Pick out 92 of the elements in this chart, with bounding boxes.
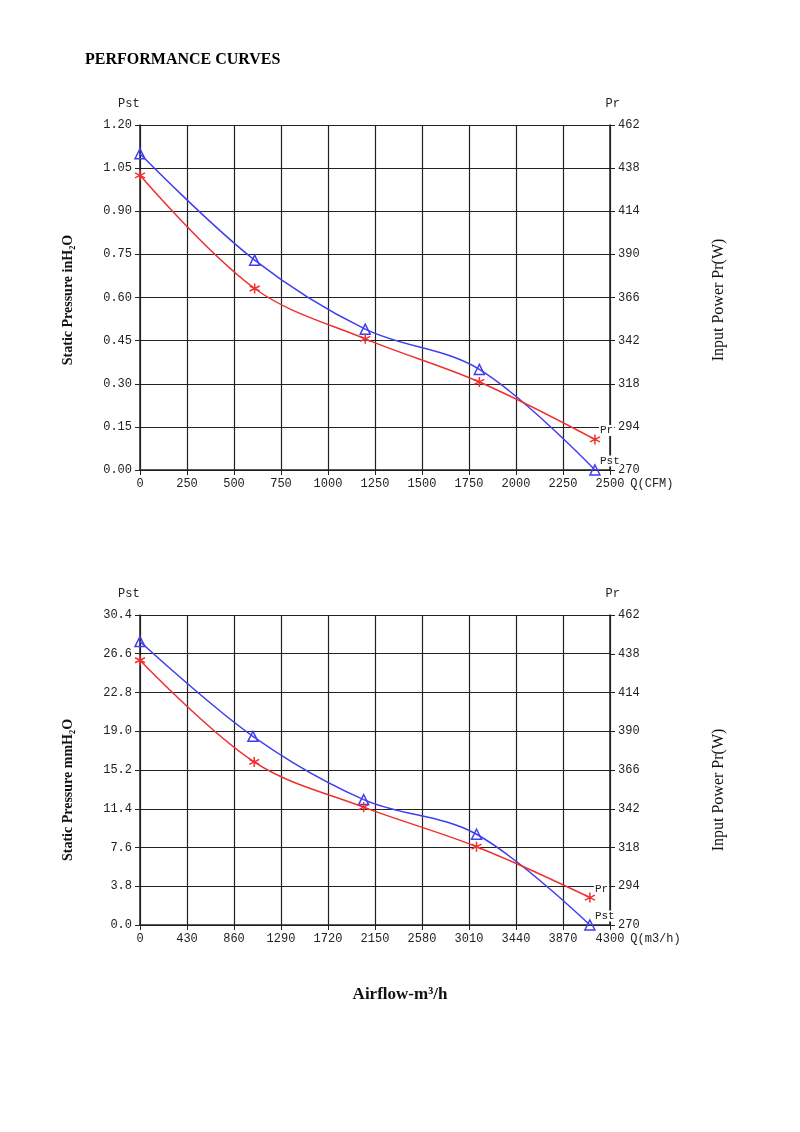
x-tick-label: 3870 <box>548 932 578 946</box>
text: Pst <box>118 97 140 111</box>
y-tick-label: 26.6 <box>103 646 132 661</box>
point <box>134 169 146 182</box>
y-tick-label: 0.75 <box>103 247 132 262</box>
point <box>584 891 596 904</box>
y2-tick-label: 414 <box>618 685 640 700</box>
y2-tick-label: 366 <box>618 763 640 777</box>
y-tick-label: 7.6 <box>110 840 132 855</box>
x-tick-label: 1500 <box>407 477 437 491</box>
x-tick-label: 3010 <box>454 932 484 946</box>
y2-tick-label: 438 <box>618 646 640 661</box>
y2-axis-title: Input Power Pr(W) <box>708 728 727 852</box>
point <box>247 730 259 743</box>
point <box>134 654 146 666</box>
x-tick-label: 3440 <box>501 932 531 946</box>
text: Airflow-m³/h <box>352 984 448 1003</box>
x-tick-label: 2000 <box>501 477 531 491</box>
x-tick-label: 1750 <box>454 477 484 491</box>
y-tick-label: 22.8 <box>103 685 132 700</box>
x-tick-label: 500 <box>223 477 245 491</box>
y2-tick-label: 294 <box>618 879 640 894</box>
y2-tick-label: 438 <box>618 161 640 176</box>
y2-tick-label: 390 <box>618 724 640 739</box>
x-tick-label: 2150 <box>360 932 390 946</box>
x-tick-label: 1000 <box>313 477 343 491</box>
x-tick-label: 1290 <box>266 932 296 946</box>
y-tick-label: 0.15 <box>103 419 132 434</box>
y-tick-label: 0.00 <box>103 463 132 477</box>
point <box>357 801 370 813</box>
x-tick-label: 4300 <box>595 932 625 946</box>
point <box>134 148 146 160</box>
point <box>589 433 601 446</box>
x-tick-label: 750 <box>270 477 292 491</box>
point <box>584 919 596 931</box>
y-tick-label: 3.8 <box>110 879 132 894</box>
point <box>359 323 371 335</box>
point <box>359 333 371 345</box>
y-tick-label: 0.30 <box>103 376 132 391</box>
x-tick-label: 0 <box>136 932 144 946</box>
y2-tick-label: 414 <box>618 204 640 219</box>
y-tick-label: 30.4 <box>103 608 132 622</box>
y-tick-label: 19.0 <box>103 724 132 739</box>
x-axis-title: Q(CFM) <box>630 477 674 491</box>
y2-tick-label: 294 <box>618 419 640 434</box>
y2-tick-label: 342 <box>618 801 640 816</box>
x-tick-label: 430 <box>176 932 198 946</box>
y-tick-label: 0.90 <box>103 204 132 219</box>
y-tick-label: 1.05 <box>103 161 132 176</box>
series-label: Pr <box>599 424 614 437</box>
x-axis-title: Q(m3/h) <box>630 932 681 946</box>
y-tick-label: 0.0 <box>110 918 132 932</box>
point <box>473 376 486 388</box>
y2-tick-label: 342 <box>618 333 640 348</box>
text: Pr <box>605 97 620 111</box>
series-label: Pst <box>594 910 615 922</box>
x-tick-label: 2500 <box>595 477 625 491</box>
x-tick-label: 1250 <box>360 477 390 491</box>
point <box>248 756 260 768</box>
y-tick-label: 1.20 <box>103 118 132 132</box>
y2-tick-label: 318 <box>618 840 640 855</box>
y2-tick-label: 366 <box>618 290 640 305</box>
point <box>589 464 601 476</box>
y-tick-label: 15.2 <box>103 763 132 777</box>
y-tick-label: 11.4 <box>103 801 132 816</box>
text: Pst <box>118 587 140 601</box>
y2-tick-label: 318 <box>618 376 640 391</box>
series-label: Pr <box>594 882 609 895</box>
y-axis-title: Static Pressure mmH₂O <box>59 718 75 862</box>
y2-tick-label: 462 <box>618 118 640 132</box>
point <box>248 282 261 295</box>
y2-axis-title: Input Power Pr(W) <box>708 238 727 362</box>
y2-tick-label: 390 <box>618 247 640 262</box>
x-tick-label: 250 <box>176 477 198 491</box>
x-tick-label: 860 <box>223 932 245 946</box>
x-tick-label: 0 <box>136 477 144 491</box>
y-axis-title: Static Pressure inH₂O <box>59 234 75 366</box>
point <box>470 840 483 853</box>
point <box>248 254 261 266</box>
y2-tick-label: 270 <box>618 918 640 932</box>
point <box>470 828 483 840</box>
x-tick-label: 2250 <box>548 477 578 491</box>
point <box>357 793 370 806</box>
point <box>134 635 146 648</box>
chart-title: PERFORMANCE CURVES <box>85 50 281 68</box>
y-tick-label: 0.45 <box>103 333 132 348</box>
text: Pr <box>605 587 620 601</box>
point <box>473 363 486 376</box>
x-tick-label: 2580 <box>407 932 437 946</box>
x-tick-label: 1720 <box>313 932 343 946</box>
y-tick-label: 0.60 <box>103 290 132 305</box>
y2-tick-label: 462 <box>618 608 640 622</box>
